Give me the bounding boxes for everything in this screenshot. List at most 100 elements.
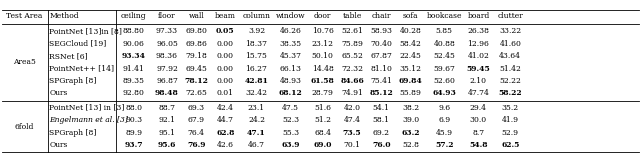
Text: 58.93: 58.93 — [371, 27, 392, 35]
Text: PointNet [13] in [3]: PointNet [13] in [3] — [49, 104, 125, 112]
Text: 47.4: 47.4 — [344, 116, 360, 124]
Text: 52.45: 52.45 — [433, 52, 455, 60]
Text: 76.4: 76.4 — [188, 129, 205, 137]
Text: 52.61: 52.61 — [341, 27, 363, 35]
Text: Area5: Area5 — [13, 58, 36, 66]
Text: 0.05: 0.05 — [216, 27, 235, 35]
Text: SEGCloud [19]: SEGCloud [19] — [49, 40, 107, 48]
Text: 41.9: 41.9 — [502, 116, 519, 124]
Text: 95.6: 95.6 — [158, 141, 176, 149]
Text: 47.5: 47.5 — [282, 104, 299, 112]
Text: 0.00: 0.00 — [217, 52, 234, 60]
Text: 61.58: 61.58 — [311, 77, 335, 85]
Text: 79.18: 79.18 — [186, 52, 207, 60]
Text: 52.3: 52.3 — [282, 116, 299, 124]
Text: table: table — [342, 12, 362, 20]
Text: 16.27: 16.27 — [246, 64, 268, 73]
Text: 43.64: 43.64 — [499, 52, 521, 60]
Text: 51.2: 51.2 — [314, 116, 332, 124]
Text: 92.80: 92.80 — [123, 89, 145, 97]
Text: beam: beam — [215, 12, 236, 20]
Text: PointNet++ [14]: PointNet++ [14] — [49, 64, 115, 73]
Text: 24.2: 24.2 — [248, 116, 265, 124]
Text: 63.9: 63.9 — [282, 141, 300, 149]
Text: 81.10: 81.10 — [371, 64, 392, 73]
Text: 75.89: 75.89 — [341, 40, 363, 48]
Text: Engelmann et al. [3]: Engelmann et al. [3] — [49, 116, 129, 124]
Text: 73.5: 73.5 — [342, 129, 362, 137]
Text: 45.37: 45.37 — [280, 52, 301, 60]
Text: bookcase: bookcase — [427, 12, 462, 20]
Text: 22.45: 22.45 — [399, 52, 422, 60]
Text: 76.9: 76.9 — [187, 141, 205, 149]
Text: 3.92: 3.92 — [248, 27, 265, 35]
Text: 78.12: 78.12 — [184, 77, 208, 85]
Text: 69.45: 69.45 — [186, 64, 207, 73]
Text: 58.1: 58.1 — [373, 116, 390, 124]
Text: 5.85: 5.85 — [436, 27, 453, 35]
Text: 32.42: 32.42 — [246, 89, 268, 97]
Text: 93.7: 93.7 — [125, 141, 143, 149]
Text: 70.40: 70.40 — [371, 40, 392, 48]
Text: 41.02: 41.02 — [467, 52, 490, 60]
Text: 26.38: 26.38 — [467, 27, 490, 35]
Text: 8.7: 8.7 — [472, 129, 484, 137]
Text: 59.67: 59.67 — [433, 64, 455, 73]
Text: 28.79: 28.79 — [312, 89, 333, 97]
Text: 0.01: 0.01 — [217, 89, 234, 97]
Text: 76.0: 76.0 — [372, 141, 390, 149]
Text: 64.93: 64.93 — [433, 89, 456, 97]
Text: 51.42: 51.42 — [499, 64, 521, 73]
Text: 18.37: 18.37 — [246, 40, 268, 48]
Text: 88.80: 88.80 — [123, 27, 145, 35]
Text: 48.93: 48.93 — [280, 77, 301, 85]
Text: 62.5: 62.5 — [501, 141, 520, 149]
Text: Ours: Ours — [49, 89, 68, 97]
Text: 52.9: 52.9 — [502, 129, 519, 137]
Text: 96.05: 96.05 — [156, 40, 178, 48]
Text: 42.0: 42.0 — [344, 104, 360, 112]
Text: 6fold: 6fold — [15, 122, 35, 131]
Text: 90.06: 90.06 — [123, 40, 145, 48]
Text: 38.2: 38.2 — [402, 104, 419, 112]
Text: 14.48: 14.48 — [312, 64, 333, 73]
Text: 10.76: 10.76 — [312, 27, 333, 35]
Text: 65.52: 65.52 — [341, 52, 363, 60]
Text: 29.4: 29.4 — [470, 104, 487, 112]
Text: 42.81: 42.81 — [244, 77, 268, 85]
Text: 46.26: 46.26 — [280, 27, 301, 35]
Text: 44.7: 44.7 — [217, 116, 234, 124]
Text: 85.12: 85.12 — [369, 89, 393, 97]
Text: 52.22: 52.22 — [499, 77, 521, 85]
Text: 40.88: 40.88 — [433, 40, 455, 48]
Text: ceiling: ceiling — [121, 12, 147, 20]
Text: 63.2: 63.2 — [401, 129, 420, 137]
Text: 40.28: 40.28 — [399, 27, 422, 35]
Text: 90.3: 90.3 — [125, 116, 143, 124]
Text: 95.1: 95.1 — [159, 129, 175, 137]
Text: 88.7: 88.7 — [159, 104, 175, 112]
Text: 23.1: 23.1 — [248, 104, 265, 112]
Text: 98.36: 98.36 — [156, 52, 178, 60]
Text: 41.60: 41.60 — [499, 40, 521, 48]
Text: 67.87: 67.87 — [371, 52, 392, 60]
Text: 50.10: 50.10 — [312, 52, 333, 60]
Text: 30.0: 30.0 — [470, 116, 487, 124]
Text: 59.45: 59.45 — [467, 64, 490, 73]
Text: 58.22: 58.22 — [499, 89, 522, 97]
Text: 69.3: 69.3 — [188, 104, 205, 112]
Text: column: column — [243, 12, 271, 20]
Text: 54.1: 54.1 — [373, 104, 390, 112]
Text: 12.96: 12.96 — [467, 40, 490, 48]
Text: 47.1: 47.1 — [247, 129, 266, 137]
Text: 55.89: 55.89 — [399, 89, 422, 97]
Text: 45.9: 45.9 — [436, 129, 453, 137]
Text: 0.00: 0.00 — [217, 64, 234, 73]
Text: 47.74: 47.74 — [467, 89, 490, 97]
Text: 52.8: 52.8 — [402, 141, 419, 149]
Text: floor: floor — [158, 12, 176, 20]
Text: 72.32: 72.32 — [341, 64, 363, 73]
Text: 57.2: 57.2 — [435, 141, 454, 149]
Text: 55.3: 55.3 — [282, 129, 299, 137]
Text: door: door — [314, 12, 332, 20]
